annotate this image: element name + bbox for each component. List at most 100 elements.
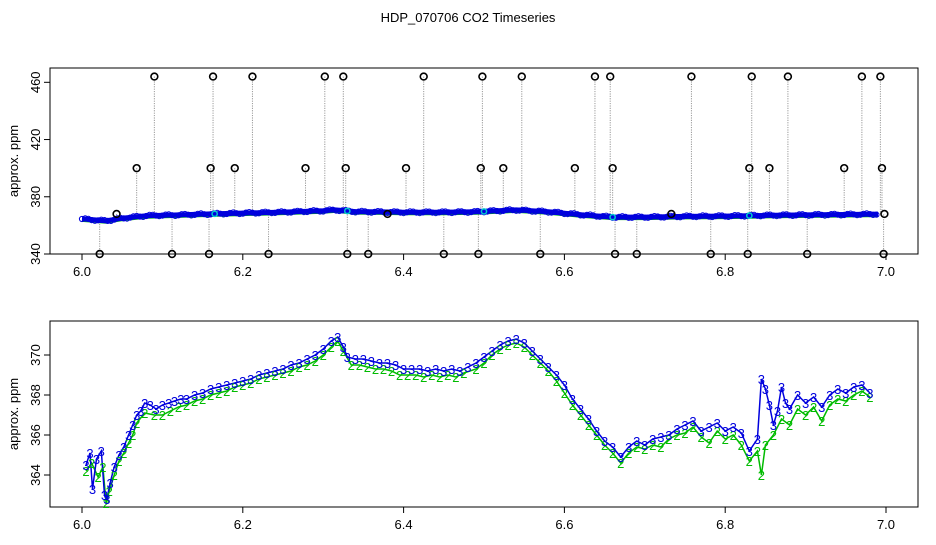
baseline-point (728, 213, 735, 220)
series-2-marker: 2 (697, 430, 704, 445)
series-3-marker: 3 (730, 420, 737, 435)
baseline-point (78, 215, 86, 223)
baseline-point (249, 209, 256, 216)
top-outlier-points (95, 72, 889, 259)
baseline-point (333, 207, 340, 214)
baseline-point (792, 212, 800, 219)
top-y-tick-label: 380 (28, 186, 43, 208)
outlier-point (301, 163, 310, 173)
baseline-point (429, 209, 436, 216)
series-3-marker: 3 (577, 402, 584, 417)
series-3-marker: 3 (279, 362, 286, 377)
baseline-point (696, 213, 703, 220)
baseline-point (722, 213, 729, 220)
cyan-point (211, 210, 219, 218)
series-2-marker: 2 (271, 368, 278, 383)
baseline-point (831, 210, 838, 217)
baseline-point (197, 210, 205, 217)
baseline-point (336, 207, 343, 215)
series-2-marker: 2 (231, 380, 238, 395)
baseline-point (619, 213, 626, 220)
top-x-tick-label: 6.6 (555, 264, 573, 279)
bottom-y-tick-label: 368 (28, 384, 43, 406)
baseline-point (587, 211, 594, 218)
outlier-point (880, 209, 889, 219)
series-3-marker: 3 (440, 364, 447, 379)
top-y-tick-label: 460 (28, 71, 43, 93)
series-3-marker: 3 (312, 348, 319, 363)
outlier-point (877, 163, 887, 173)
baseline-point (204, 211, 211, 218)
baseline-point (419, 209, 426, 216)
series-2-marker: 2 (239, 378, 246, 393)
outlier-point (783, 72, 793, 81)
baseline-point (487, 207, 494, 214)
series-3-marker: 3 (111, 460, 118, 475)
series-2-marker: 2 (312, 354, 319, 369)
baseline-point (220, 211, 227, 218)
series-3-marker: 3 (334, 330, 341, 345)
baseline-point (82, 215, 89, 222)
baseline-point (448, 209, 455, 217)
series-2-marker: 2 (553, 374, 560, 389)
baseline-point (133, 212, 140, 220)
outlier-point (339, 72, 348, 81)
outlier-point (95, 249, 104, 259)
series-3-marker: 3 (762, 382, 769, 397)
series-3-marker: 3 (625, 440, 632, 455)
series-2-marker: 2 (82, 464, 89, 479)
series-2-marker: 2 (133, 416, 140, 431)
series-3-marker: 3 (496, 338, 503, 353)
baseline-point (590, 212, 597, 219)
baseline-point (603, 212, 610, 219)
series-2-marker: 2 (834, 392, 841, 407)
baseline-point (863, 210, 870, 217)
series-3-marker: 3 (553, 368, 560, 383)
series-3-marker: 3 (98, 444, 105, 459)
series-2-marker: 2 (730, 428, 737, 443)
baseline-point (680, 213, 687, 220)
baseline-point (548, 209, 555, 216)
baseline-point (731, 212, 738, 219)
baseline-point (378, 208, 385, 215)
series-3-marker: 3 (376, 356, 383, 371)
baseline-point (789, 212, 796, 219)
series-3-marker: 3 (141, 396, 148, 411)
series-2-marker: 2 (159, 408, 166, 423)
series-3-marker: 3 (352, 352, 359, 367)
outlier-point (132, 163, 141, 173)
series-2-marker: 2 (102, 496, 109, 511)
baseline-point (593, 213, 600, 220)
top-x-tick-label: 7.0 (877, 264, 895, 279)
outlier-point (879, 249, 888, 259)
baseline-point (159, 212, 166, 219)
baseline-point (88, 217, 95, 224)
outlier-point (150, 72, 159, 81)
baseline-point (162, 211, 169, 218)
baseline-point (85, 215, 92, 222)
baseline-point (651, 213, 658, 220)
series-2-marker: 2 (348, 358, 355, 373)
baseline-point (850, 211, 857, 218)
baseline-point (632, 213, 639, 220)
series-3-marker: 3 (432, 362, 439, 377)
baseline-point (236, 210, 243, 218)
baseline-point (152, 212, 160, 219)
baseline-point (857, 211, 864, 218)
baseline-point (294, 207, 301, 214)
baseline-point (361, 208, 369, 215)
outlier-point (478, 72, 487, 81)
series-2-marker: 2 (496, 342, 503, 357)
series-3-marker: 3 (866, 386, 873, 401)
series-3-marker: 3 (86, 446, 93, 461)
baseline-point (825, 212, 832, 219)
bottom-y-tick-label: 370 (28, 344, 43, 366)
series-2-marker: 2 (372, 362, 379, 377)
baseline-point (780, 211, 787, 218)
baseline-point (818, 211, 825, 218)
baseline-point (352, 209, 359, 216)
bottom-x-tick-label: 6.8 (716, 517, 734, 532)
series-3-marker: 3 (617, 450, 624, 465)
